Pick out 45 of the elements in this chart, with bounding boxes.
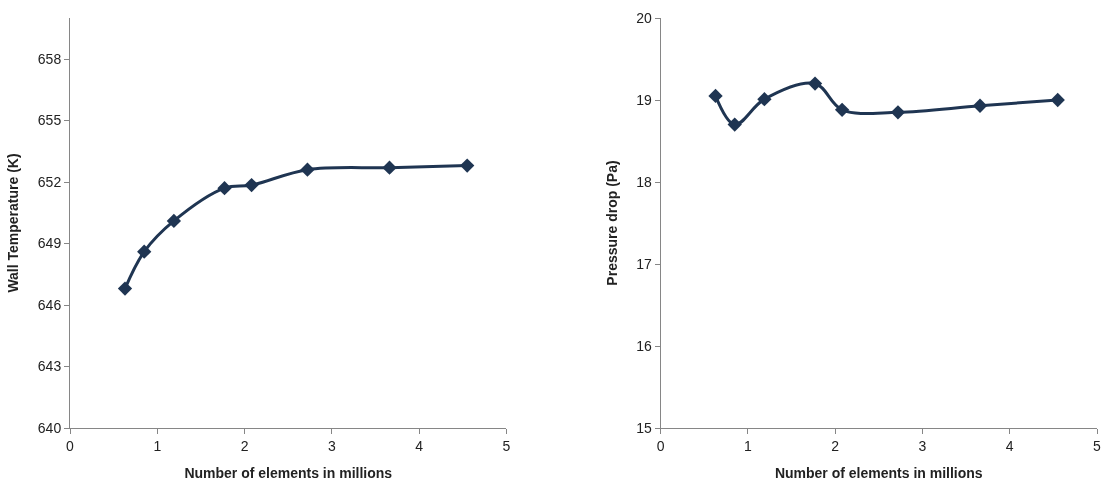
y-tick-label: 646 [37,296,62,313]
point [727,117,742,132]
point [757,92,772,107]
x-tick-label: 0 [656,437,665,454]
x-tick-label: 2 [240,437,249,454]
x-tick-label: 4 [415,437,424,454]
y-axis-title: Wall Temperature (K) [5,153,22,293]
x-tick-label: 3 [327,437,336,454]
y-tick-label: 652 [37,173,62,190]
x-tick-label: 5 [1093,437,1102,454]
point [382,160,397,175]
y-tick-label: 649 [37,235,62,252]
point [1050,92,1065,108]
x-axis-title: Number of elements in millions [184,465,393,482]
y-tick-label: 658 [37,50,62,67]
y-tick-label: 643 [37,358,62,375]
x-tick-label: 0 [66,437,75,454]
point [137,244,152,259]
y-axis-title: Pressure drop (Pa) [603,160,620,286]
x-tick-label: 5 [502,437,511,454]
y-tick-label: 17 [636,255,652,272]
x-tick-label: 1 [743,437,752,454]
y-tick-label: 18 [636,173,652,190]
y-tick-label: 16 [636,337,652,354]
point [244,177,259,193]
y-tick-label: 640 [37,419,62,436]
point [834,102,850,117]
y-tick-label: 15 [636,419,652,436]
y-tick-label: 19 [636,91,652,108]
point [708,88,723,104]
x-tick-label: 4 [1005,437,1014,454]
x-tick-label: 2 [831,437,840,454]
point [117,281,133,296]
x-tick-label: 1 [153,437,162,454]
y-tick-label: 655 [37,112,62,129]
point [890,105,906,120]
point [460,158,475,173]
point [972,98,988,113]
point [166,213,182,229]
y-tick-label: 20 [636,9,652,26]
x-axis-title: Number of elements in millions [774,465,983,482]
point [217,181,232,196]
point [300,162,315,177]
point [807,76,823,91]
x-tick-label: 3 [918,437,927,454]
